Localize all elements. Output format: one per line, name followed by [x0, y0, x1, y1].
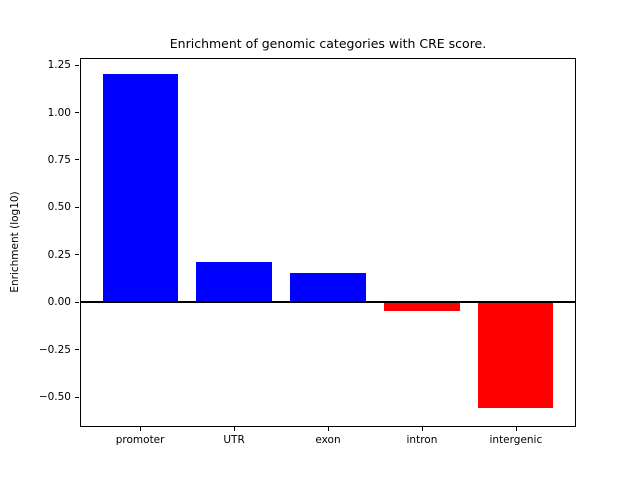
- x-tick-mark: [328, 427, 329, 431]
- y-tick-mark: [75, 396, 79, 398]
- y-tick-mark: [75, 159, 79, 161]
- y-tick-label: 0.00: [47, 296, 71, 309]
- y-tick-mark: [75, 64, 79, 66]
- y-tick-label: 0.25: [47, 248, 71, 261]
- y-tick-label: −0.50: [38, 391, 71, 404]
- y-tick-label: 1.00: [47, 106, 71, 119]
- y-tick-label: 1.25: [47, 59, 71, 72]
- bar-promoter: [102, 74, 178, 302]
- x-tick-mark: [140, 427, 142, 431]
- x-tick-label-UTR: UTR: [223, 434, 245, 446]
- y-axis-label: Enrichment (log10): [9, 191, 21, 293]
- y-tick-mark: [75, 301, 79, 303]
- chart-title: Enrichment of genomic categories with CR…: [169, 36, 487, 51]
- y-tick-label: −0.25: [38, 343, 71, 356]
- bar-intron: [384, 301, 460, 312]
- y-tick-mark: [75, 206, 79, 208]
- x-tick-mark: [515, 427, 517, 431]
- x-tick-label-exon: exon: [315, 434, 341, 446]
- y-tick-mark: [75, 112, 79, 114]
- zero-line: [80, 300, 576, 303]
- x-tick-mark: [234, 427, 236, 431]
- y-tick-mark: [75, 254, 79, 256]
- x-tick-label-intron: intron: [406, 434, 438, 446]
- y-tick-label: 0.50: [47, 201, 71, 214]
- x-tick-label-promoter: promoter: [115, 434, 165, 446]
- x-tick-label-intergenic: intergenic: [489, 434, 543, 446]
- y-tick-mark: [75, 349, 79, 351]
- bar-exon: [290, 273, 366, 302]
- bar-intergenic: [478, 301, 554, 409]
- y-tick-label: 0.75: [47, 153, 71, 166]
- bar-UTR: [196, 261, 272, 302]
- x-tick-mark: [421, 427, 423, 431]
